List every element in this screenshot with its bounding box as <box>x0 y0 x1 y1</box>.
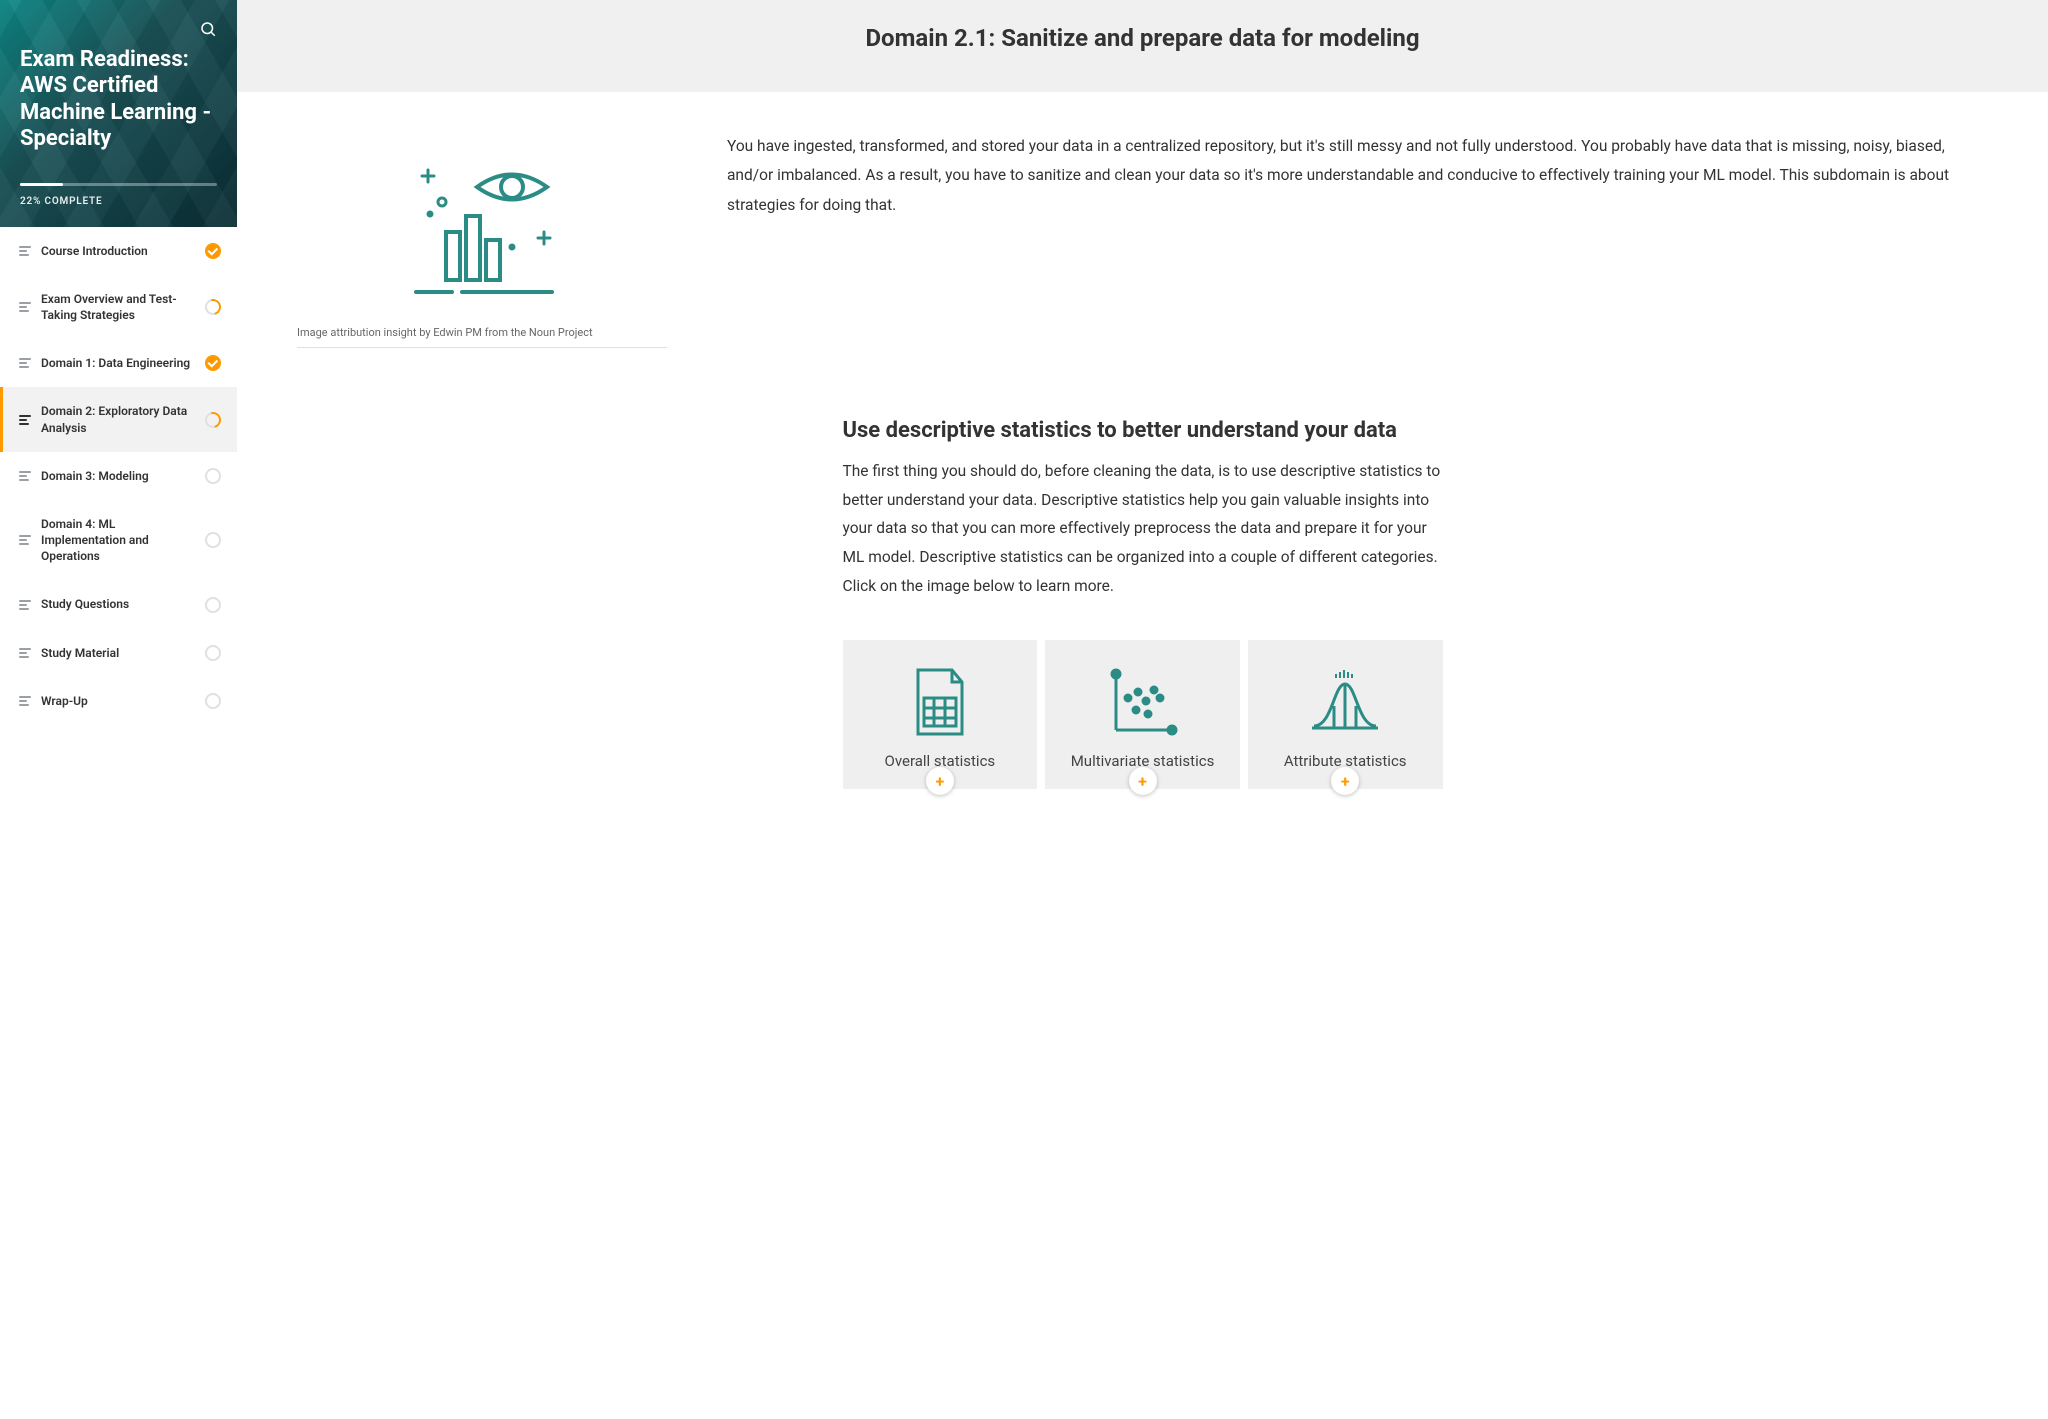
sidebar-item[interactable]: Wrap-Up <box>0 677 237 725</box>
sidebar-item[interactable]: Domain 3: Modeling <box>0 452 237 500</box>
sidebar: Exam Readiness: AWS Certified Machine Le… <box>0 0 237 1419</box>
intro-text: You have ingested, transformed, and stor… <box>727 132 1988 220</box>
expand-plus-icon[interactable]: + <box>926 767 954 795</box>
expand-plus-icon[interactable]: + <box>1129 767 1157 795</box>
status-indicator-icon <box>202 296 224 318</box>
figure-attribution: Image attribution insight by Edwin PM fr… <box>297 326 667 348</box>
status-indicator-icon <box>205 243 221 259</box>
sidebar-item[interactable]: Exam Overview and Test-Taking Strategies <box>0 275 237 339</box>
list-icon <box>19 358 31 368</box>
sidebar-item-label: Domain 4: ML Implementation and Operatio… <box>41 516 195 565</box>
list-icon <box>19 302 31 312</box>
section-heading: Use descriptive statistics to better und… <box>843 418 1443 443</box>
spreadsheet-icon <box>853 664 1028 742</box>
expand-plus-icon[interactable]: + <box>1331 767 1359 795</box>
search-icon <box>199 20 217 38</box>
sidebar-item-label: Domain 3: Modeling <box>41 468 195 484</box>
status-indicator-icon <box>205 468 221 484</box>
list-icon <box>19 648 31 658</box>
status-indicator-icon <box>205 597 221 613</box>
status-indicator-icon <box>202 409 224 431</box>
list-icon <box>19 535 31 545</box>
sidebar-nav: Course Introduction Exam Overview and Tes… <box>0 227 237 725</box>
progress-fill <box>20 183 63 186</box>
list-icon <box>19 471 31 481</box>
search-button[interactable] <box>199 20 217 41</box>
sidebar-item-label: Course Introduction <box>41 243 195 259</box>
stat-card[interactable]: Multivariate statistics+ <box>1045 640 1240 789</box>
data-insight-illustration-icon <box>297 132 667 326</box>
status-indicator-icon <box>205 693 221 709</box>
list-icon <box>19 696 31 706</box>
status-indicator-icon <box>205 645 221 661</box>
progress-label: 22% COMPLETE <box>20 196 217 207</box>
stat-cards: Overall statistics+Multivariate statisti… <box>823 640 1463 809</box>
status-indicator-icon <box>205 355 221 371</box>
intro-section: Image attribution insight by Edwin PM fr… <box>237 92 2048 368</box>
sidebar-item-label: Domain 1: Data Engineering <box>41 355 195 371</box>
list-icon <box>19 600 31 610</box>
section-body: The first thing you should do, before cl… <box>843 457 1443 600</box>
scatter-icon <box>1055 664 1230 742</box>
sidebar-item[interactable]: Study Material <box>0 629 237 677</box>
sidebar-item[interactable]: Study Questions <box>0 580 237 628</box>
sidebar-hero: Exam Readiness: AWS Certified Machine Le… <box>0 0 237 227</box>
sidebar-item-label: Wrap-Up <box>41 693 195 709</box>
course-title: Exam Readiness: AWS Certified Machine Le… <box>20 47 217 153</box>
descriptive-stats-section: Use descriptive statistics to better und… <box>823 418 1463 600</box>
list-icon <box>19 246 31 256</box>
sidebar-item[interactable]: Domain 1: Data Engineering <box>0 339 237 387</box>
list-icon <box>19 415 31 425</box>
sidebar-item[interactable]: Course Introduction <box>0 227 237 275</box>
sidebar-item-label: Study Material <box>41 645 195 661</box>
intro-figure: Image attribution insight by Edwin PM fr… <box>297 132 667 348</box>
header-band: Domain 2.1: Sanitize and prepare data fo… <box>237 0 2048 92</box>
sidebar-item[interactable]: Domain 2: Exploratory Data Analysis <box>0 387 237 451</box>
sidebar-item-label: Domain 2: Exploratory Data Analysis <box>41 403 195 435</box>
page-title: Domain 2.1: Sanitize and prepare data fo… <box>693 24 1593 52</box>
bellcurve-icon <box>1258 664 1433 742</box>
sidebar-item-label: Exam Overview and Test-Taking Strategies <box>41 291 195 323</box>
progress-bar <box>20 183 217 186</box>
sidebar-item[interactable]: Domain 4: ML Implementation and Operatio… <box>0 500 237 581</box>
stat-card[interactable]: Attribute statistics+ <box>1248 640 1443 789</box>
main-content: Domain 2.1: Sanitize and prepare data fo… <box>237 0 2048 1419</box>
stat-card[interactable]: Overall statistics+ <box>843 640 1038 789</box>
status-indicator-icon <box>205 532 221 548</box>
sidebar-item-label: Study Questions <box>41 596 195 612</box>
